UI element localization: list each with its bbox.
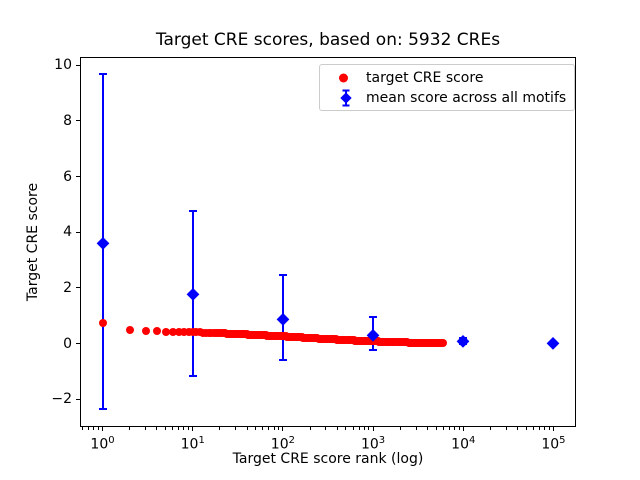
target-score-point (152, 327, 161, 336)
legend-label: target CRE score (366, 70, 484, 86)
x-minor-tick (188, 427, 190, 430)
x-minor-tick (442, 427, 444, 430)
target-score-point (125, 325, 134, 334)
x-minor-tick (399, 427, 401, 430)
y-major-tick (76, 64, 80, 66)
x-minor-tick (538, 427, 540, 430)
y-major-tick (76, 287, 80, 289)
errorbar-cap (188, 209, 197, 212)
x-major-tick (552, 427, 554, 431)
target-score-point (141, 326, 150, 335)
x-tick-label: 100 (90, 435, 115, 453)
errorbar-cap (188, 374, 197, 377)
y-tick-label: −2 (51, 391, 72, 408)
x-minor-tick (336, 427, 338, 430)
target-score-point (174, 327, 183, 336)
plot-area (80, 57, 576, 427)
x-minor-tick (363, 427, 365, 430)
x-minor-tick (145, 427, 147, 430)
x-minor-tick (426, 427, 428, 430)
x-axis-label: Target CRE score rank (log) (232, 451, 424, 467)
x-minor-tick (544, 427, 546, 430)
target-score-point (98, 318, 107, 327)
y-tick-label: 6 (63, 168, 72, 185)
x-minor-tick (255, 427, 257, 430)
x-minor-tick (345, 427, 347, 430)
legend-item-target-cre-score: target CRE score (320, 68, 574, 88)
x-minor-tick (273, 427, 275, 430)
target-score-point (179, 327, 188, 336)
chart-title: Target CRE scores, based on: 5932 CREs (155, 30, 501, 50)
legend-item-mean-score: mean score across all motifs (320, 88, 574, 108)
target-score-point (438, 339, 447, 348)
x-minor-tick (178, 427, 180, 430)
x-minor-tick (268, 427, 270, 430)
x-minor-tick (358, 427, 360, 430)
y-major-tick (76, 398, 80, 400)
x-minor-tick (262, 427, 264, 430)
x-minor-tick (454, 427, 456, 430)
x-major-tick (192, 427, 194, 431)
x-minor-tick (435, 427, 437, 430)
x-major-tick (372, 427, 374, 431)
x-tick-label: 102 (270, 435, 296, 453)
x-minor-tick (352, 427, 354, 430)
x-tick-label: 101 (180, 435, 205, 453)
target-score-point (161, 327, 170, 336)
legend: target CRE score mean score across all m… (319, 64, 575, 111)
x-tick-label: 103 (360, 435, 386, 453)
x-minor-tick (97, 427, 99, 430)
x-minor-tick (505, 427, 507, 430)
y-tick-label: 0 (63, 335, 72, 352)
x-minor-tick (93, 427, 95, 430)
target-score-point (168, 327, 177, 336)
x-minor-tick (548, 427, 550, 430)
y-major-tick (76, 231, 80, 233)
red-circle-marker-icon (339, 73, 348, 83)
x-minor-tick (183, 427, 185, 430)
x-minor-tick (458, 427, 460, 430)
errorbar-cap (98, 73, 107, 76)
x-minor-tick (165, 427, 167, 430)
errorbar-cap (369, 316, 378, 319)
x-minor-tick (129, 427, 131, 430)
errorbar-cap (369, 348, 378, 351)
y-major-tick (76, 176, 80, 178)
x-minor-tick (525, 427, 527, 430)
x-tick-label: 105 (541, 435, 566, 453)
x-minor-tick (156, 427, 158, 430)
x-minor-tick (517, 427, 519, 430)
x-minor-tick (448, 427, 450, 430)
y-tick-label: 10 (54, 57, 72, 74)
errorbar-cap (98, 408, 107, 411)
errorbar-cap (278, 358, 287, 361)
target-score-point (184, 328, 193, 337)
x-minor-tick (172, 427, 174, 430)
y-tick-label: 2 (63, 279, 72, 296)
x-minor-tick (278, 427, 280, 430)
x-minor-tick (415, 427, 417, 430)
x-minor-tick (219, 427, 221, 430)
y-major-tick (76, 120, 80, 122)
x-minor-tick (246, 427, 248, 430)
x-minor-tick (88, 427, 90, 430)
x-major-tick (462, 427, 464, 431)
y-tick-label: 8 (63, 112, 72, 129)
blue-diamond-errorbar-marker-icon (339, 89, 353, 107)
x-major-tick (282, 427, 284, 431)
x-minor-tick (532, 427, 534, 430)
x-minor-tick (309, 427, 311, 430)
y-major-tick (76, 343, 80, 345)
x-major-tick (102, 427, 104, 431)
x-minor-tick (489, 427, 491, 430)
errorbar-cap (278, 273, 287, 276)
x-minor-tick (325, 427, 327, 430)
y-tick-label: 4 (63, 224, 72, 241)
legend-label: mean score across all motifs (366, 90, 567, 106)
x-tick-label: 104 (451, 435, 476, 453)
x-minor-tick (235, 427, 237, 430)
x-minor-tick (368, 427, 370, 430)
x-minor-tick (82, 427, 84, 430)
